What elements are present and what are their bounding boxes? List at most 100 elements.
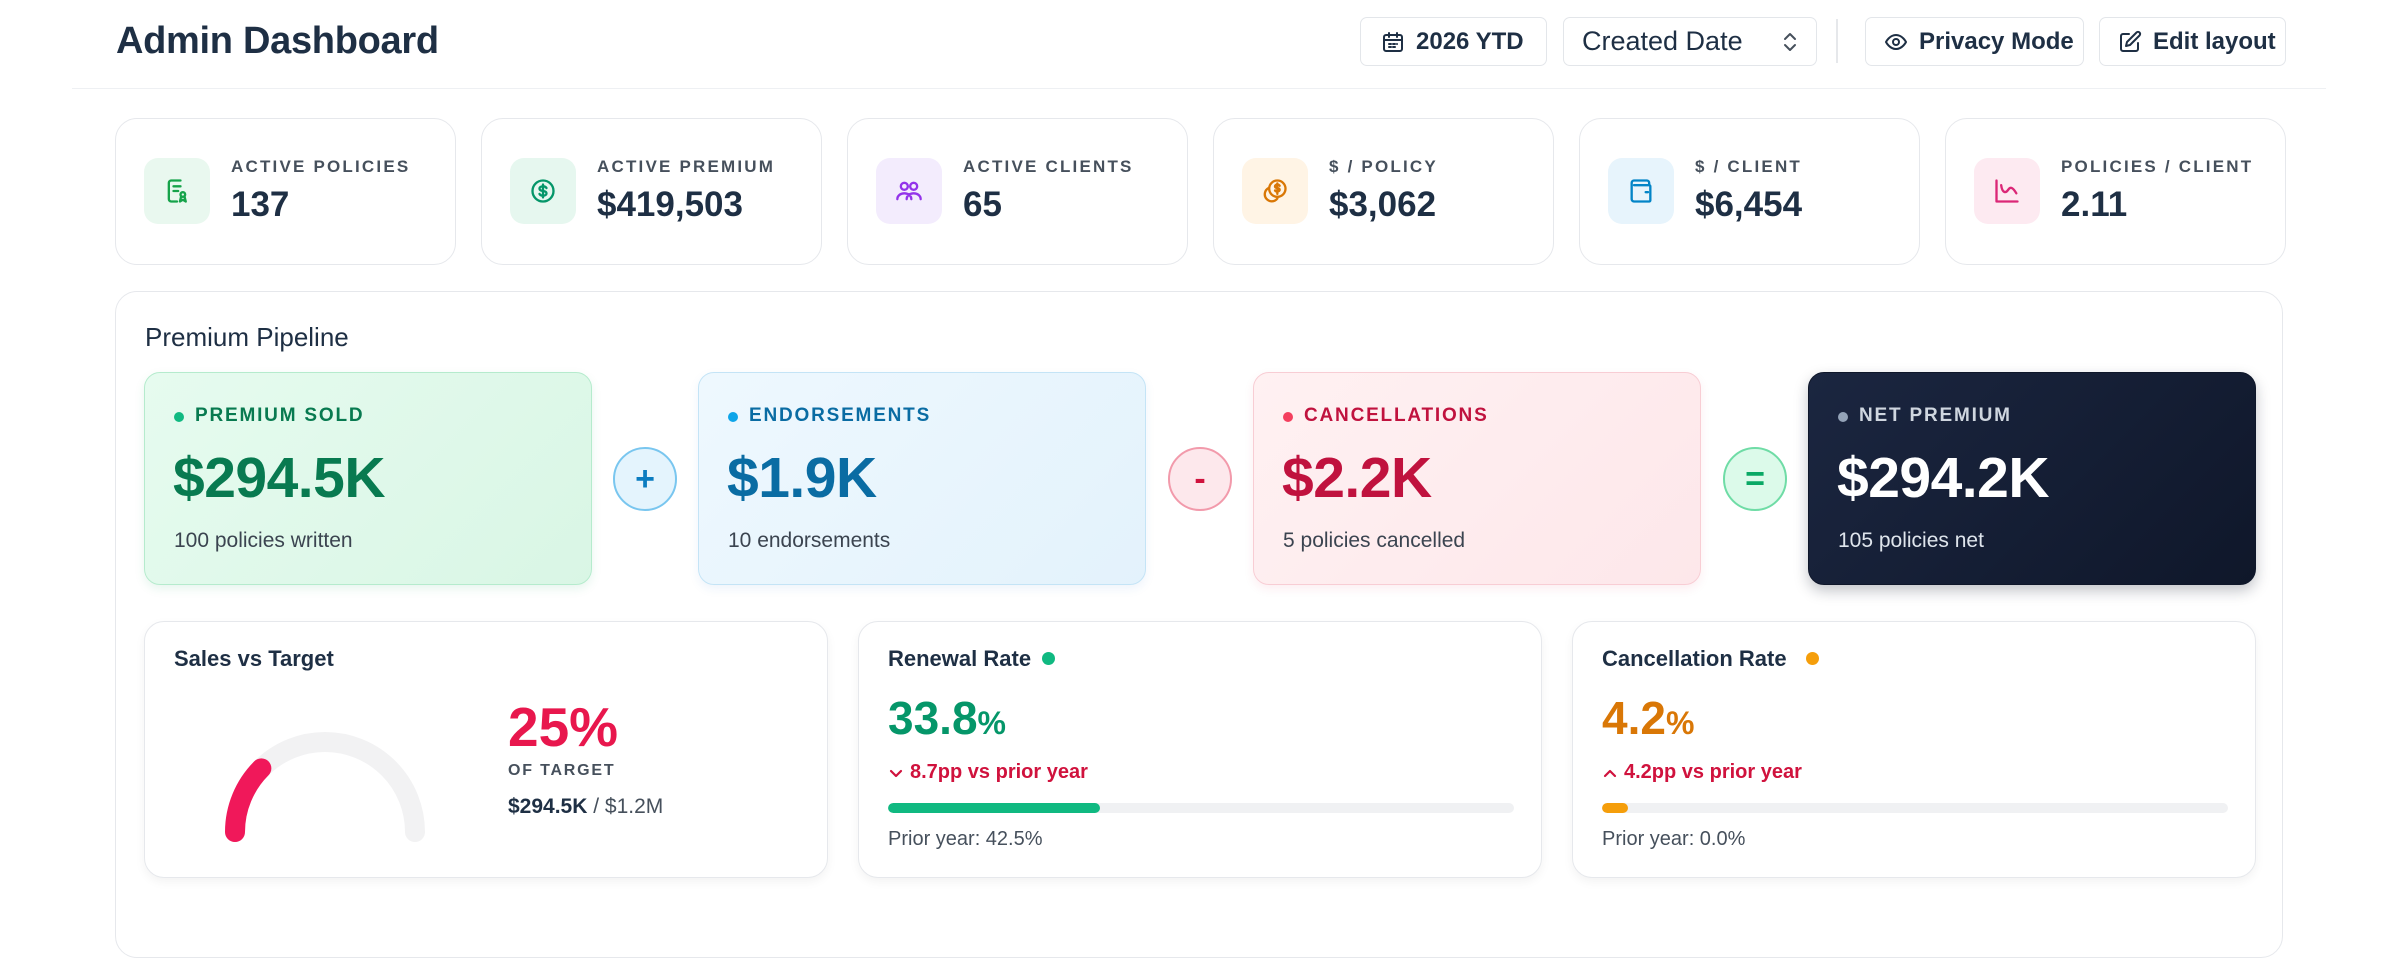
wallet-icon <box>1608 158 1674 224</box>
pipeline-value: $2.2K <box>1282 446 1432 510</box>
card-title: Cancellation Rate <box>1602 646 1787 671</box>
premium-pipeline-panel: Premium Pipeline PREMIUM SOLD $294.5K 10… <box>115 291 2283 958</box>
rate-number: 33.8 <box>888 692 978 744</box>
premium-sold-card: PREMIUM SOLD $294.5K 100 policies writte… <box>144 372 592 585</box>
renewal-rate-value: 33.8% <box>888 691 1006 745</box>
chevron-up-icon <box>1603 769 1617 777</box>
stat-card-policies-per-client: POLICIES / CLIENT 2.11 <box>1945 118 2286 265</box>
stat-label: ACTIVE CLIENTS <box>963 157 1134 176</box>
status-dot <box>1283 412 1293 422</box>
target-amounts: $294.5K / $1.2M <box>508 795 663 819</box>
period-label: 2026 YTD <box>1416 27 1524 55</box>
header-divider <box>1836 19 1838 63</box>
stat-label: $ / POLICY <box>1329 157 1438 176</box>
stat-card-active-policies: ACTIVE POLICIES 137 <box>115 118 456 265</box>
stat-value: $419,503 <box>597 185 743 224</box>
stat-label: POLICIES / CLIENT <box>2061 157 2254 176</box>
coins-icon <box>1242 158 1308 224</box>
cancellation-rate-card: Cancellation Rate 4.2% 4.2pp vs prior ye… <box>1572 621 2256 878</box>
gauge-fill <box>225 758 272 842</box>
rate-number: 4.2 <box>1602 692 1666 744</box>
stat-card-dollar-per-client: $ / CLIENT $6,454 <box>1579 118 1920 265</box>
stat-value: 137 <box>231 185 290 224</box>
target-amount: $1.2M <box>604 795 664 818</box>
stat-card-active-clients: ACTIVE CLIENTS 65 <box>847 118 1188 265</box>
stat-value: $3,062 <box>1329 185 1437 224</box>
amount-separator: / <box>587 795 605 818</box>
renewal-progress-bar <box>888 803 1514 813</box>
users-icon <box>876 158 942 224</box>
pipeline-subtext: 100 policies written <box>174 529 353 552</box>
rate-suffix: % <box>977 705 1006 741</box>
date-field-select[interactable]: Created Date <box>1563 17 1817 66</box>
stat-value: 2.11 <box>2061 185 2128 224</box>
pipeline-subtext: 5 policies cancelled <box>1283 529 1466 552</box>
prior-year: Prior year: 0.0% <box>1602 828 1746 850</box>
privacy-mode-button[interactable]: Privacy Mode <box>1865 17 2084 66</box>
cancellation-rate-value: 4.2% <box>1602 691 1694 745</box>
period-button[interactable]: 2026 YTD <box>1360 17 1547 66</box>
plus-operator: + <box>613 447 677 511</box>
progress-fill <box>888 803 1100 813</box>
sales-vs-target-card: Sales vs Target 25% OF TARGET $294.5K / … <box>144 621 828 878</box>
status-dot <box>728 412 738 422</box>
renewal-delta: 8.7pp vs prior year <box>888 761 1088 784</box>
target-percent: 25% <box>508 696 619 758</box>
pipeline-value: $1.9K <box>727 446 877 510</box>
eye-icon <box>1884 30 1908 54</box>
pipeline-subtext: 105 policies net <box>1838 529 1984 552</box>
policy-doc-icon <box>144 158 210 224</box>
of-target-label: OF TARGET <box>508 762 616 779</box>
renewal-rate-card: Renewal Rate 33.8% 8.7pp vs prior year P… <box>858 621 1542 878</box>
stat-card-active-premium: ACTIVE PREMIUM $419,503 <box>481 118 822 265</box>
pipeline-value: $294.5K <box>173 446 386 510</box>
minus-operator: - <box>1168 447 1232 511</box>
pipeline-label: PREMIUM SOLD <box>195 405 365 426</box>
cancellations-card: CANCELLATIONS $2.2K 5 policies cancelled <box>1253 372 1701 585</box>
page-title: Admin Dashboard <box>116 20 439 62</box>
net-premium-card: NET PREMIUM $294.2K 105 policies net <box>1808 372 2256 585</box>
stat-value: 65 <box>963 185 1002 224</box>
pipeline-subtext: 10 endorsements <box>728 529 891 552</box>
progress-fill <box>1602 803 1629 813</box>
status-dot <box>1838 412 1848 422</box>
delta-text: 8.7pp vs prior year <box>910 761 1088 783</box>
card-title: Renewal Rate <box>888 646 1032 671</box>
stat-label: ACTIVE PREMIUM <box>597 157 776 176</box>
delta-text: 4.2pp vs prior year <box>1624 761 1802 783</box>
stat-value: $6,454 <box>1695 185 1803 224</box>
cancellation-progress-bar <box>1602 803 2228 813</box>
prior-year: Prior year: 42.5% <box>888 828 1043 850</box>
card-title: Sales vs Target <box>174 646 334 671</box>
stat-label: ACTIVE POLICIES <box>231 157 411 176</box>
pipeline-label: CANCELLATIONS <box>1304 405 1489 426</box>
sold-amount: $294.5K <box>508 795 588 818</box>
chevron-down-icon <box>889 769 903 777</box>
edit-icon <box>2118 30 2142 54</box>
top-bar: Admin Dashboard 2026 YTD Created Date Pr… <box>72 0 2326 89</box>
chevron-updown-icon <box>1782 30 1798 54</box>
stat-label: $ / CLIENT <box>1695 157 1803 176</box>
pipeline-label: ENDORSEMENTS <box>749 405 932 426</box>
line-chart-icon <box>1974 158 2040 224</box>
edit-layout-label: Edit layout <box>2153 27 2276 55</box>
status-dot <box>174 412 184 422</box>
panel-title: Premium Pipeline <box>145 322 349 352</box>
stat-card-dollar-per-policy: $ / POLICY $3,062 <box>1213 118 1554 265</box>
pipeline-value: $294.2K <box>1837 446 2050 510</box>
target-gauge <box>225 732 425 842</box>
status-dot <box>1042 652 1055 665</box>
edit-layout-button[interactable]: Edit layout <box>2099 17 2286 66</box>
rate-suffix: % <box>1665 705 1695 741</box>
date-field-value: Created Date <box>1582 26 1743 56</box>
pipeline-label: NET PREMIUM <box>1859 405 2012 426</box>
calendar-icon <box>1381 30 1405 54</box>
cancellation-delta: 4.2pp vs prior year <box>1602 761 1802 784</box>
endorsements-card: ENDORSEMENTS $1.9K 10 endorsements <box>698 372 1146 585</box>
equals-operator: = <box>1723 447 1787 511</box>
privacy-mode-label: Privacy Mode <box>1919 27 2074 55</box>
dollar-circle-icon <box>510 158 576 224</box>
gauge-track <box>225 732 425 842</box>
status-dot <box>1806 652 1819 665</box>
